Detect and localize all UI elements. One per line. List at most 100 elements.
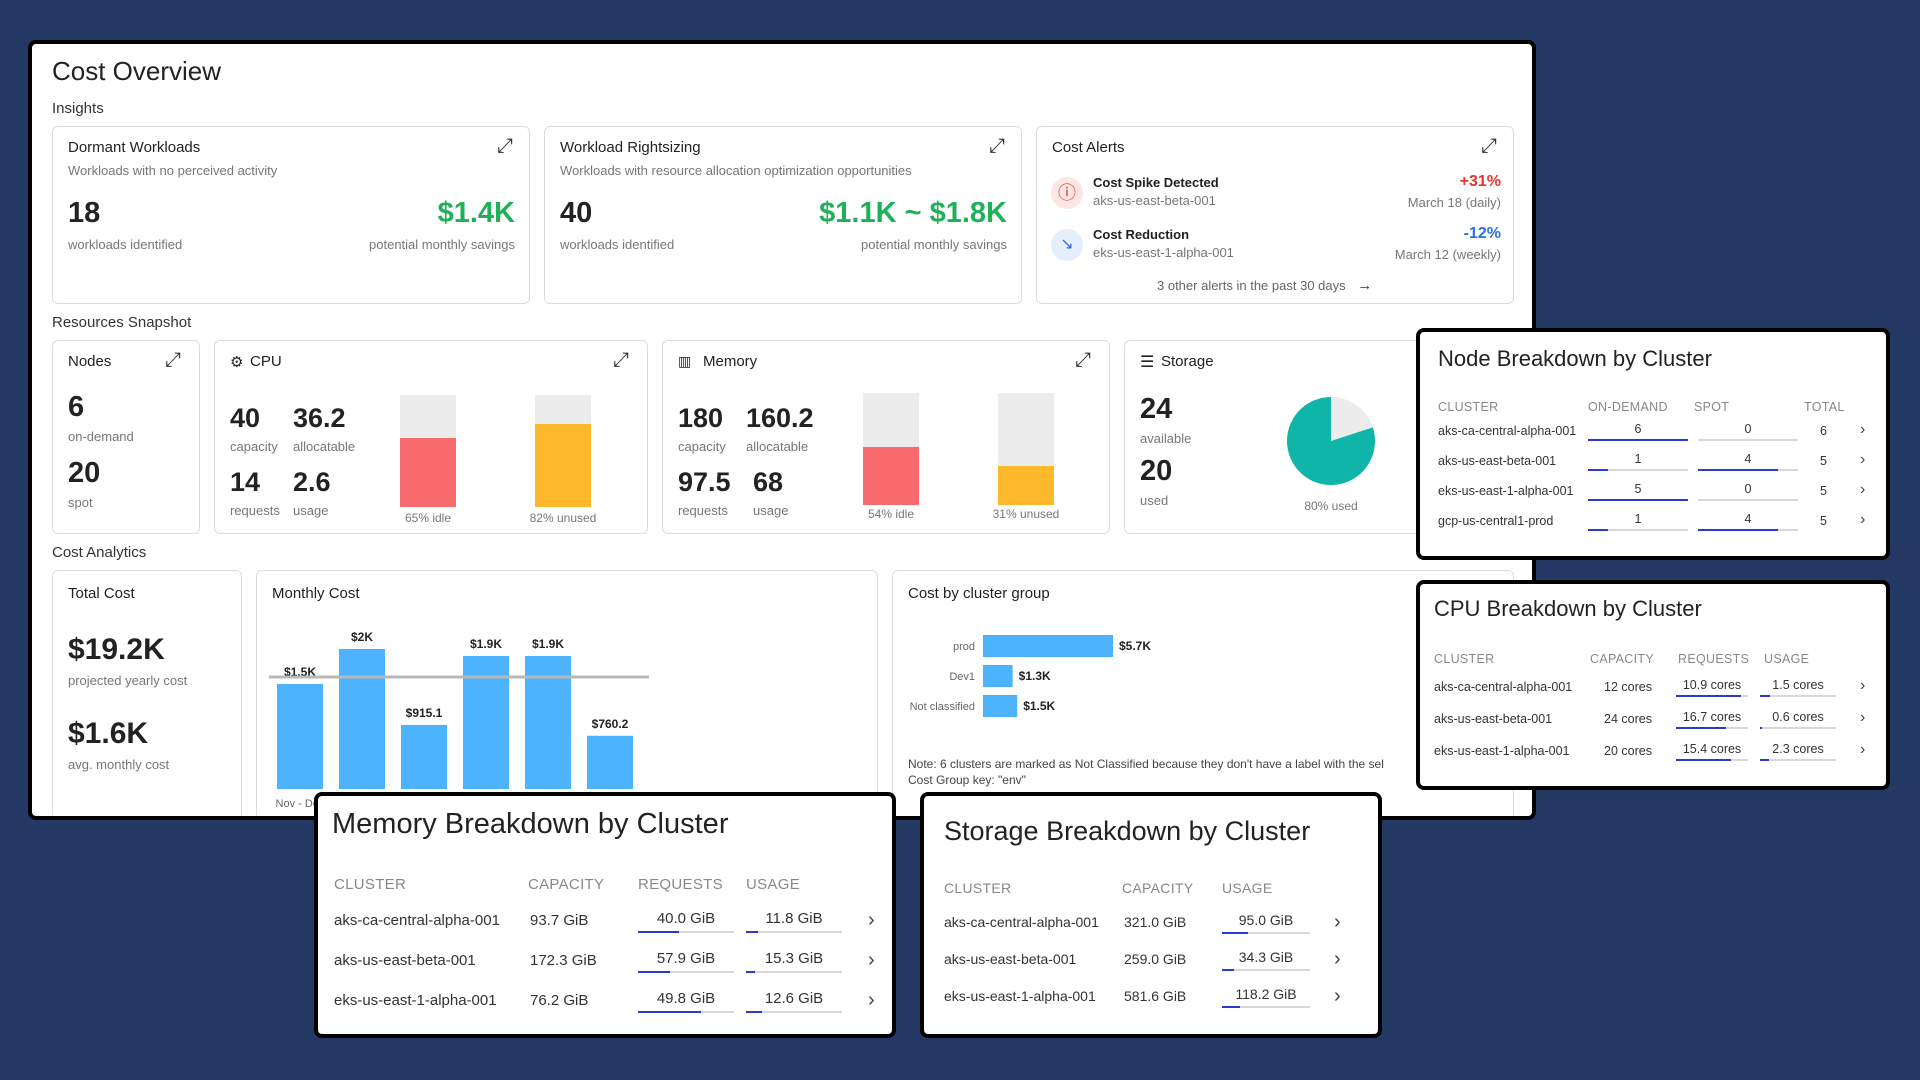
total-cost-card[interactable]: Total Cost $19.2K projected yearly cost … xyxy=(52,570,242,816)
requests-value: 10.9 cores xyxy=(1682,678,1742,692)
workload-count: 18 xyxy=(68,197,101,229)
chevron-right-icon[interactable]: › xyxy=(1334,948,1341,970)
table-row[interactable]: aks-ca-central-alpha-001 321.0 GiB 95.0 Gi… xyxy=(924,911,1378,946)
trend-down-icon: ↘ xyxy=(1051,229,1083,261)
bar-5[interactable] xyxy=(587,735,633,789)
ondemand-value: 6 xyxy=(1634,422,1642,436)
usage-meter-fill xyxy=(746,931,759,933)
col-header-usage: USAGE xyxy=(1764,652,1810,666)
table-row[interactable]: aks-us-east-beta-001 172.3 GiB 57.9 GiB 15.… xyxy=(318,949,892,986)
table-row[interactable]: aks-ca-central-alpha-001 6 0 6 › xyxy=(1420,421,1886,450)
table-row[interactable]: gcp-us-central1-prod 1 4 5 › xyxy=(1420,511,1886,540)
col-header-cluster: CLUSTER xyxy=(1438,400,1499,414)
col-header-total: TOTAL xyxy=(1804,400,1845,414)
group-bar-0[interactable] xyxy=(983,635,1113,657)
bar-0[interactable] xyxy=(277,684,323,789)
requests-meter-fill xyxy=(638,1011,701,1013)
other-alerts-link[interactable]: 3 other alerts in the past 30 days → xyxy=(1157,277,1372,294)
capacity-value: 321.0 GiB xyxy=(1124,914,1187,930)
storage-used: 20 xyxy=(1140,455,1173,487)
nodes-card[interactable]: Nodes ⤢ 6 on-demand 20 spot xyxy=(52,340,200,534)
capacity-value: 24 cores xyxy=(1604,712,1652,726)
expand-icon[interactable]: ⤢ xyxy=(497,135,513,157)
card-title: Total Cost xyxy=(68,585,135,602)
pie-used-slice xyxy=(1287,397,1375,485)
dormant-workloads-card[interactable]: Dormant Workloads ⤢ Workloads with no pe… xyxy=(52,126,530,304)
memory-idle-bar xyxy=(863,393,919,505)
ondemand-meter-fill xyxy=(1588,439,1688,441)
table-row[interactable]: eks-us-east-1-alpha-001 581.6 GiB 118.2 Gi… xyxy=(924,985,1378,1020)
cluster-group-chart: prod $5.7K Dev1 $1.3K Not classified $1.5K xyxy=(910,635,1151,717)
chevron-right-icon[interactable]: › xyxy=(1334,911,1341,933)
chevron-right-icon[interactable]: › xyxy=(1334,985,1341,1007)
usage-meter xyxy=(746,931,842,933)
table-row[interactable]: eks-us-east-1-alpha-001 76.2 GiB 49.8 GiB 1… xyxy=(318,989,892,1026)
spot-meter-fill xyxy=(1698,529,1778,531)
col-header-requests: REQUESTS xyxy=(638,876,723,893)
card-title: Cost Alerts xyxy=(1052,139,1125,156)
expand-icon[interactable]: ⤢ xyxy=(165,349,181,371)
bar-1[interactable] xyxy=(339,649,385,789)
storage-breakdown-panel: Storage Breakdown by Cluster CLUSTER CAP… xyxy=(920,792,1382,1038)
chevron-right-icon[interactable]: › xyxy=(1860,677,1866,694)
alert-date: March 12 (weekly) xyxy=(1394,247,1501,262)
group-bar-2[interactable] xyxy=(983,695,1018,717)
table-row[interactable]: aks-ca-central-alpha-001 93.7 GiB 40.0 GiB… xyxy=(318,909,892,946)
chevron-right-icon[interactable]: › xyxy=(1860,481,1866,498)
cluster-name: aks-ca-central-alpha-001 xyxy=(334,912,500,929)
usage-meter xyxy=(746,1011,842,1013)
chevron-right-icon[interactable]: › xyxy=(1860,741,1866,758)
workload-rightsizing-card[interactable]: Workload Rightsizing ⤢ Workloads with re… xyxy=(544,126,1022,304)
monthly-cost-label: avg. monthly cost xyxy=(68,757,170,772)
savings-value: $1.1K ~ $1.8K xyxy=(819,197,1007,229)
cpu-card[interactable]: ⚙ CPU ⤢ 40 capacity 36.2 allocatable 14 … xyxy=(214,340,648,534)
spot-meter xyxy=(1698,469,1798,471)
memory-capacity: 180 xyxy=(678,403,724,433)
total-value: 5 xyxy=(1820,484,1827,498)
table-row[interactable]: aks-us-east-beta-001 259.0 GiB 34.3 GiB › xyxy=(924,948,1378,983)
expand-icon[interactable]: ⤢ xyxy=(1075,349,1091,371)
tick-label-0: Nov - Dec xyxy=(276,798,325,810)
requests-value: 49.8 GiB xyxy=(656,990,716,1007)
savings-value: $1.4K xyxy=(437,197,515,229)
group-data-label-1: $1.3K xyxy=(1019,669,1051,683)
storage-icon: ☰ xyxy=(1140,354,1155,371)
capacity-value: 259.0 GiB xyxy=(1124,951,1187,967)
table-row[interactable]: aks-us-east-beta-001 1 4 5 › xyxy=(1420,451,1886,480)
group-bar-1[interactable] xyxy=(983,665,1013,687)
memory-unused-bar xyxy=(998,393,1054,505)
expand-icon[interactable]: ⤢ xyxy=(613,349,629,371)
chevron-right-icon[interactable]: › xyxy=(868,989,875,1011)
bar-2[interactable] xyxy=(401,724,447,789)
chevron-right-icon[interactable]: › xyxy=(1860,511,1866,528)
chevron-right-icon[interactable]: › xyxy=(1860,709,1866,726)
ondemand-count: 6 xyxy=(68,391,85,423)
alert-item[interactable]: ↘ Cost Reduction eks-us-east-1-alpha-001… xyxy=(1051,225,1501,271)
chevron-right-icon[interactable]: › xyxy=(1860,451,1866,468)
cost-alerts-card[interactable]: Cost Alerts ⤢ ⓘ Cost Spike Detected aks-… xyxy=(1036,126,1514,304)
memory-card[interactable]: ▥ Memory ⤢ 180 capacity 160.2 allocatabl… xyxy=(662,340,1110,534)
chevron-right-icon[interactable]: › xyxy=(1860,421,1866,438)
table-row[interactable]: eks-us-east-1-alpha-001 20 cores 15.4 core… xyxy=(1420,741,1886,772)
card-title: Workload Rightsizing xyxy=(560,139,701,156)
cluster-group-card[interactable]: Cost by cluster group prod $5.7K Dev1 $1.3K… xyxy=(892,570,1514,816)
table-row[interactable]: aks-us-east-beta-001 24 cores 16.7 cores 0.… xyxy=(1420,709,1886,740)
usage-meter-fill xyxy=(1222,1006,1240,1008)
table-row[interactable]: aks-ca-central-alpha-001 12 cores 10.9 cor… xyxy=(1420,677,1886,708)
workload-count-label: workloads identified xyxy=(560,237,675,252)
requests-meter xyxy=(638,971,734,973)
spot-count: 20 xyxy=(68,457,101,489)
expand-icon[interactable]: ⤢ xyxy=(1481,135,1497,157)
cpu-breakdown-panel: CPU Breakdown by Cluster CLUSTER CAPACIT… xyxy=(1416,580,1890,790)
alert-item[interactable]: ⓘ Cost Spike Detected aks-us-east-beta-0… xyxy=(1051,173,1501,219)
table-row[interactable]: eks-us-east-1-alpha-001 5 0 5 › xyxy=(1420,481,1886,510)
chevron-right-icon[interactable]: › xyxy=(868,909,875,931)
ondemand-meter-fill xyxy=(1588,529,1608,531)
capacity-value: 172.3 GiB xyxy=(530,952,597,969)
memory-allocatable-label: allocatable xyxy=(746,439,809,454)
alert-date: March 18 (daily) xyxy=(1407,195,1501,210)
expand-icon[interactable]: ⤢ xyxy=(989,135,1005,157)
spot-meter xyxy=(1698,499,1798,501)
chevron-right-icon[interactable]: › xyxy=(868,949,875,971)
